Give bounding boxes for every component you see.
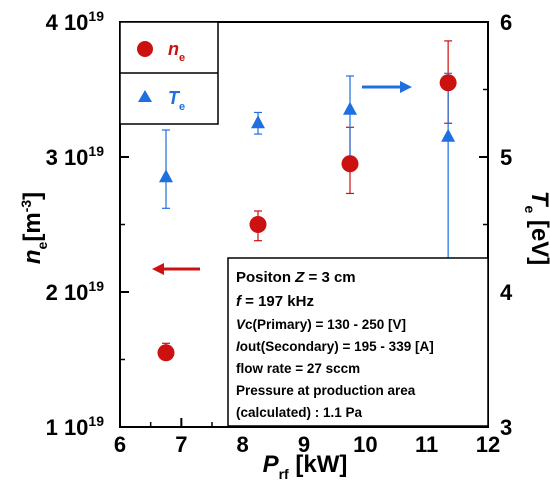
legend-te-label: Te [168,88,185,113]
y-left-axis-title: ne[m-3] [18,192,50,264]
ne-point [341,155,359,173]
y-left-tick-label: 2 1019 [46,278,105,305]
annotation-line-6: Pressure at production area [236,383,416,398]
legend-ne-label: ne [168,39,185,64]
y-right-tick-label: 4 [500,280,513,305]
annotation-line-4: Iout(Secondary) = 195 - 339 [A] [236,339,434,354]
y-right-tick-label: 3 [500,415,512,440]
y-right-tick-label: 5 [500,145,512,170]
y-left-tick-label: 4 1019 [46,8,105,35]
right-arrow [362,81,412,93]
y-right-axis-title: Te [eV] [522,191,550,265]
y-left-tick-label: 3 1019 [46,143,105,170]
annotation-line-1: Positon Z = 3 cm [236,269,356,286]
legend: ne Te [119,21,219,125]
x-tick-label: 7 [175,432,187,457]
x-tick-label: 11 [415,432,438,457]
x-axis-title: Prf [kW] [263,451,348,482]
te-point [441,128,456,142]
annotation-line-5: flow rate = 27 sccm [236,361,360,376]
y-right-tick-label: 6 [500,10,512,35]
legend-ne-marker [137,41,153,57]
annotation-line-2: f = 197 kHz [236,293,314,310]
annotation-box: Positon Z = 3 cm f = 197 kHz Vc(Primary)… [227,257,489,427]
legend-te-marker [138,90,152,102]
left-arrow [152,263,200,275]
x-tick-label: 6 [114,432,126,457]
te-point [159,169,173,183]
tick-labels: 6 7 8 9 10 11 12 1 1019 2 1019 3 1019 4 1019 3 4 5 6 [46,8,513,457]
te-point [251,115,265,129]
te-point [343,101,357,115]
ne-point [439,74,457,92]
data-markers [157,74,457,362]
x-tick-label: 8 [237,432,249,457]
ne-point [249,216,267,233]
x-tick-label: 9 [298,432,310,457]
x-tick-label: 12 [476,432,500,457]
y-left-tick-label: 1 1019 [46,413,105,440]
ne-point [157,344,175,362]
annotation-line-3: Vc(Primary) = 130 - 250 [V] [236,317,406,332]
x-tick-label: 10 [353,432,377,457]
annotation-line-7: (calculated) : 1.1 Pa [236,405,363,420]
